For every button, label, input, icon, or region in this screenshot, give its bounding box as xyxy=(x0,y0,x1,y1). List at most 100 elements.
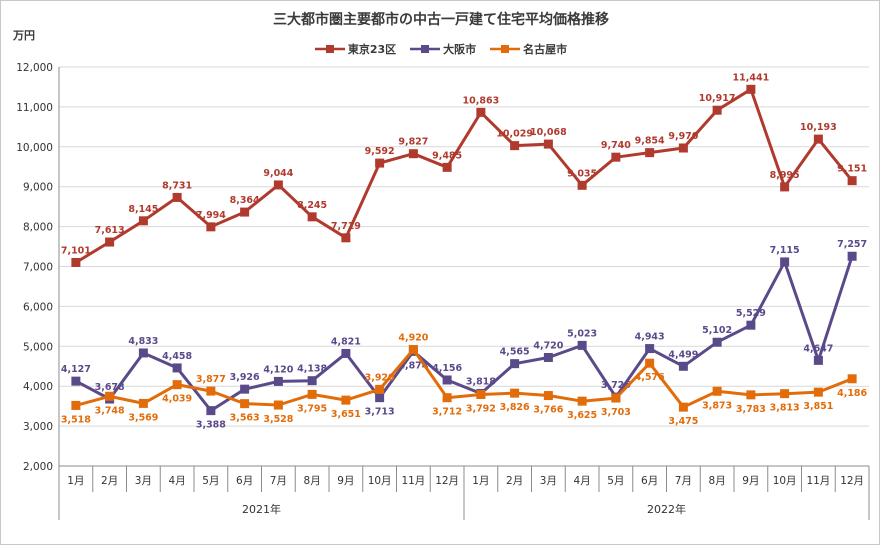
data-point xyxy=(543,391,553,401)
data-point xyxy=(678,143,688,153)
data-label: 4,576 xyxy=(635,372,665,383)
data-point xyxy=(273,376,283,386)
y-tick-label: 11,000 xyxy=(16,102,53,114)
data-label: 3,518 xyxy=(61,414,91,425)
x-tick-label: 12月 xyxy=(840,475,864,487)
data-point xyxy=(375,393,385,403)
data-point xyxy=(510,141,520,151)
legend-item-nagoya: 名古屋市 xyxy=(490,41,567,57)
data-label: 9,827 xyxy=(398,137,428,148)
data-label: 3,766 xyxy=(533,405,563,416)
data-point xyxy=(341,395,351,405)
data-label: 9,970 xyxy=(668,131,698,142)
data-point xyxy=(442,393,452,403)
data-point xyxy=(408,344,418,354)
x-tick-label: 10月 xyxy=(773,475,797,487)
data-label: 7,115 xyxy=(770,245,800,256)
data-label: 3,783 xyxy=(736,404,766,415)
data-label: 9,592 xyxy=(365,146,395,157)
data-label: 3,678 xyxy=(95,382,125,393)
data-point xyxy=(611,152,621,162)
data-label: 3,792 xyxy=(466,403,496,414)
data-label: 9,485 xyxy=(432,150,462,161)
data-label: 4,186 xyxy=(837,388,867,399)
data-label: 3,818 xyxy=(466,376,496,387)
data-label: 4,920 xyxy=(398,332,428,343)
data-label: 9,035 xyxy=(567,168,597,179)
x-tick-label: 12月 xyxy=(435,475,459,487)
data-point xyxy=(105,237,115,247)
data-label: 3,563 xyxy=(230,413,260,424)
data-point xyxy=(543,352,553,362)
legend: 東京23区 大阪市 名古屋市 xyxy=(1,41,879,57)
x-tick-label: 1月 xyxy=(67,475,84,487)
data-point xyxy=(611,393,621,403)
x-tick-label: 7月 xyxy=(675,475,692,487)
data-label: 3,569 xyxy=(128,412,158,423)
data-label: 3,651 xyxy=(331,409,361,420)
data-point xyxy=(510,359,520,369)
data-label: 3,877 xyxy=(196,374,226,385)
data-label: 8,364 xyxy=(230,195,260,206)
data-point xyxy=(476,389,486,399)
data-label: 4,499 xyxy=(668,349,698,360)
data-point xyxy=(746,390,756,400)
data-point xyxy=(307,389,317,399)
data-point xyxy=(678,402,688,412)
data-point xyxy=(746,320,756,330)
x-tick-label: 6月 xyxy=(236,475,253,487)
data-point xyxy=(476,107,486,117)
data-label: 4,039 xyxy=(162,394,192,405)
data-point xyxy=(273,180,283,190)
data-point xyxy=(71,400,81,410)
y-tick-label: 8,000 xyxy=(23,222,53,234)
data-point xyxy=(678,361,688,371)
data-label: 3,726 xyxy=(601,380,631,391)
data-label: 10,068 xyxy=(530,127,567,138)
data-label: 3,873 xyxy=(702,400,732,411)
data-point xyxy=(138,348,148,358)
data-point xyxy=(138,216,148,226)
year-label: 2021年 xyxy=(242,502,281,516)
legend-label-nagoya: 名古屋市 xyxy=(523,43,568,56)
x-tick-label: 4月 xyxy=(169,475,186,487)
data-label: 10,917 xyxy=(699,93,736,104)
data-label: 3,475 xyxy=(668,416,698,427)
data-point xyxy=(442,375,452,385)
data-point xyxy=(71,376,81,386)
data-label: 8,995 xyxy=(770,170,800,181)
data-label: 3,388 xyxy=(196,420,226,431)
data-point xyxy=(138,398,148,408)
x-tick-label: 9月 xyxy=(337,475,354,487)
data-label: 7,613 xyxy=(95,225,125,236)
data-point xyxy=(341,348,351,358)
data-label: 8,245 xyxy=(297,200,327,211)
x-tick-label: 3月 xyxy=(540,475,557,487)
data-point xyxy=(206,222,216,232)
data-point xyxy=(273,400,283,410)
data-point xyxy=(442,162,452,172)
x-tick-label: 9月 xyxy=(742,475,759,487)
data-point xyxy=(847,176,857,186)
x-tick-label: 5月 xyxy=(202,475,219,487)
data-point xyxy=(172,192,182,202)
legend-label-osaka: 大阪市 xyxy=(443,43,477,56)
data-point xyxy=(71,257,81,267)
data-label: 9,854 xyxy=(635,136,665,147)
data-label: 9,740 xyxy=(601,140,631,151)
data-point xyxy=(206,386,216,396)
data-label: 4,138 xyxy=(297,364,327,375)
series-line-2 xyxy=(75,348,853,409)
data-label: 10,863 xyxy=(463,95,500,106)
data-label: 7,994 xyxy=(196,210,226,221)
data-label: 9,151 xyxy=(837,164,867,175)
x-tick-label: 10月 xyxy=(368,475,392,487)
year-label: 2022年 xyxy=(647,502,686,516)
y-tick-label: 3,000 xyxy=(23,421,53,433)
data-label: 4,120 xyxy=(263,364,293,375)
data-point xyxy=(307,376,317,386)
series-line-0 xyxy=(75,87,854,264)
x-tick-label: 3月 xyxy=(135,475,152,487)
legend-label-tokyo: 東京23区 xyxy=(347,43,397,56)
